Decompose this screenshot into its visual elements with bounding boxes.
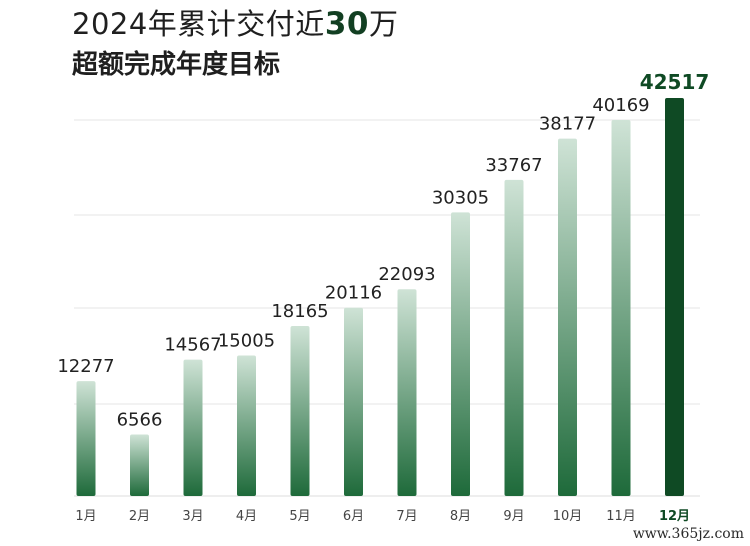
x-tick-label: 8月 xyxy=(450,509,471,524)
x-tick-label: 5月 xyxy=(289,509,310,524)
watermark: www.365jz.com xyxy=(632,526,744,542)
x-tick-label: 7月 xyxy=(396,509,417,524)
bar-12月 xyxy=(665,98,684,496)
x-tick-label: 4月 xyxy=(236,509,257,524)
bar-3月 xyxy=(183,359,203,496)
data-label: 22093 xyxy=(378,264,435,285)
data-label: 14567 xyxy=(164,335,221,356)
x-tick-label: 11月 xyxy=(606,509,636,524)
data-label: 40169 xyxy=(592,95,649,116)
bar-7月 xyxy=(397,289,417,496)
x-tick-label: 10月 xyxy=(553,509,583,524)
data-label: 38177 xyxy=(539,114,596,135)
data-label: 6566 xyxy=(117,410,163,431)
data-label: 33767 xyxy=(485,155,542,176)
title-number: 30 xyxy=(324,6,369,42)
data-label: 42517 xyxy=(640,70,710,94)
chart-title: 2024年累计交付近30万 xyxy=(72,6,398,42)
data-label: 15005 xyxy=(218,331,275,352)
x-tick-label: 2月 xyxy=(129,509,150,524)
bar-9月 xyxy=(504,179,524,496)
bar-2月 xyxy=(130,434,149,496)
bar-1月 xyxy=(76,381,96,496)
x-tick-label: 12月 xyxy=(659,509,690,524)
bar-8月 xyxy=(451,212,470,497)
data-label: 20116 xyxy=(325,283,382,304)
x-tick-label: 6月 xyxy=(343,509,364,524)
data-label: 12277 xyxy=(57,356,114,377)
bar-11月 xyxy=(611,119,631,496)
data-label: 18165 xyxy=(271,301,328,322)
title-suffix: 万 xyxy=(368,7,399,41)
x-tick-label: 3月 xyxy=(182,509,203,524)
bar-5月 xyxy=(290,325,310,496)
bar-4月 xyxy=(237,355,256,496)
chart-subtitle: 超额完成年度目标 xyxy=(72,50,281,80)
title-prefix: 2024年累计交付近 xyxy=(72,7,325,41)
data-label: 30305 xyxy=(432,187,489,208)
x-tick-label: 9月 xyxy=(503,509,524,524)
x-tick-label: 1月 xyxy=(75,509,96,524)
bar-6月 xyxy=(344,307,363,496)
bar-10月 xyxy=(558,138,577,496)
